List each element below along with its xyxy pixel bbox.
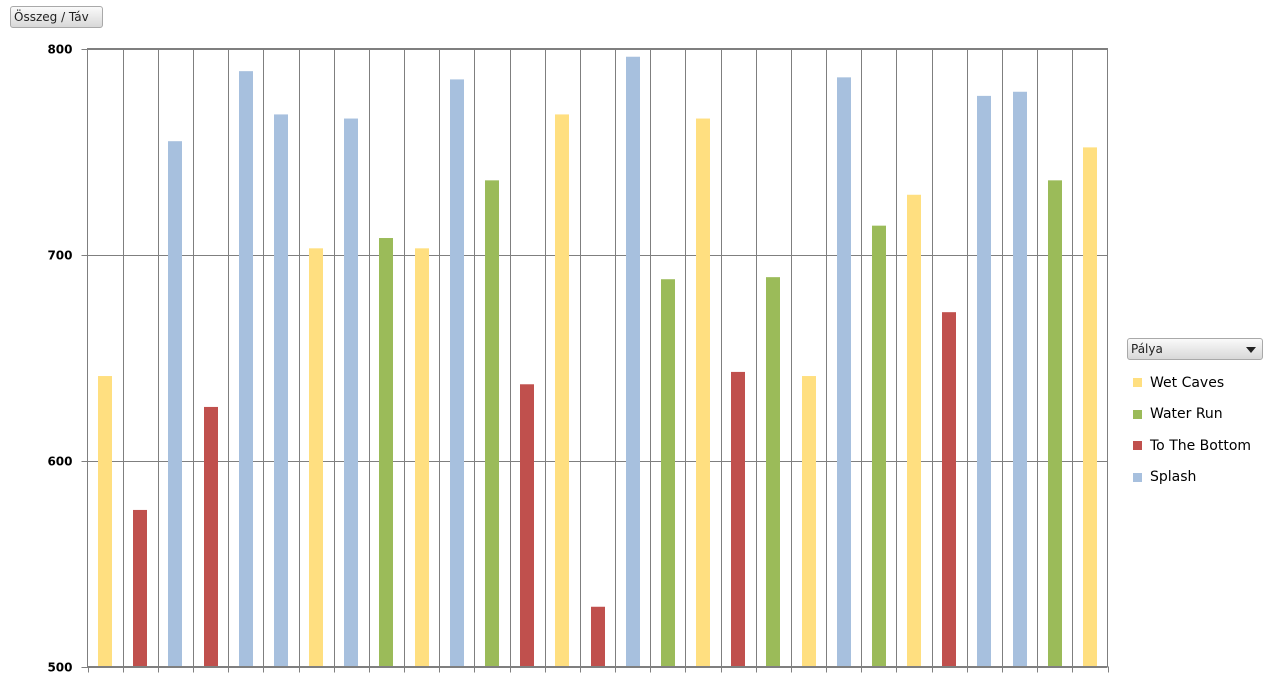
bar <box>977 95 991 666</box>
legend-item: Wet Caves <box>1133 367 1251 399</box>
legend-swatch <box>1133 441 1142 451</box>
bar <box>872 225 886 666</box>
bar <box>239 71 253 666</box>
bar <box>1048 180 1062 666</box>
bar <box>450 79 464 666</box>
y-tick-label: 800 <box>47 43 72 57</box>
legend-swatch <box>1133 378 1142 388</box>
bar <box>98 376 112 666</box>
legend-item: Splash <box>1133 462 1251 494</box>
bar <box>942 312 956 666</box>
legend-item: To The Bottom <box>1133 430 1251 462</box>
legend-field-label: Pálya <box>1131 342 1163 356</box>
bar <box>1083 147 1097 666</box>
value-field-button[interactable]: Összeg / Táv <box>10 6 103 28</box>
bar <box>802 376 816 666</box>
legend-label: Wet Caves <box>1150 374 1225 391</box>
legend-field-dropdown[interactable]: Pálya <box>1127 338 1263 360</box>
dropdown-arrow-icon[interactable] <box>1246 347 1256 353</box>
y-tick-label: 600 <box>47 455 72 469</box>
bar <box>696 118 710 667</box>
bar <box>1013 91 1027 666</box>
bar <box>555 114 569 667</box>
bar <box>837 77 851 667</box>
y-tick-label: 700 <box>47 249 72 263</box>
bar <box>485 180 499 666</box>
bar <box>661 279 675 666</box>
value-field-label: Összeg / Táv <box>14 10 89 24</box>
bar <box>626 56 640 667</box>
bar <box>591 606 605 666</box>
bar <box>766 277 780 666</box>
bar <box>274 114 288 667</box>
legend-label: Water Run <box>1150 406 1223 423</box>
bar <box>344 118 358 667</box>
bar <box>309 248 323 666</box>
y-tick-label: 500 <box>47 661 72 675</box>
plot-area <box>87 48 1108 667</box>
bar <box>731 371 745 666</box>
legend: Wet Caves Water Run To The Bottom Splash <box>1133 367 1251 493</box>
legend-item: Water Run <box>1133 399 1251 431</box>
legend-swatch <box>1133 409 1142 419</box>
legend-label: Splash <box>1150 469 1197 486</box>
bar <box>168 141 182 666</box>
bar <box>520 384 534 666</box>
bar <box>379 238 393 666</box>
legend-swatch <box>1133 472 1142 482</box>
bar <box>133 509 147 666</box>
bar <box>204 406 218 666</box>
legend-label: To The Bottom <box>1150 437 1252 454</box>
bar <box>415 248 429 666</box>
bar <box>907 194 921 666</box>
